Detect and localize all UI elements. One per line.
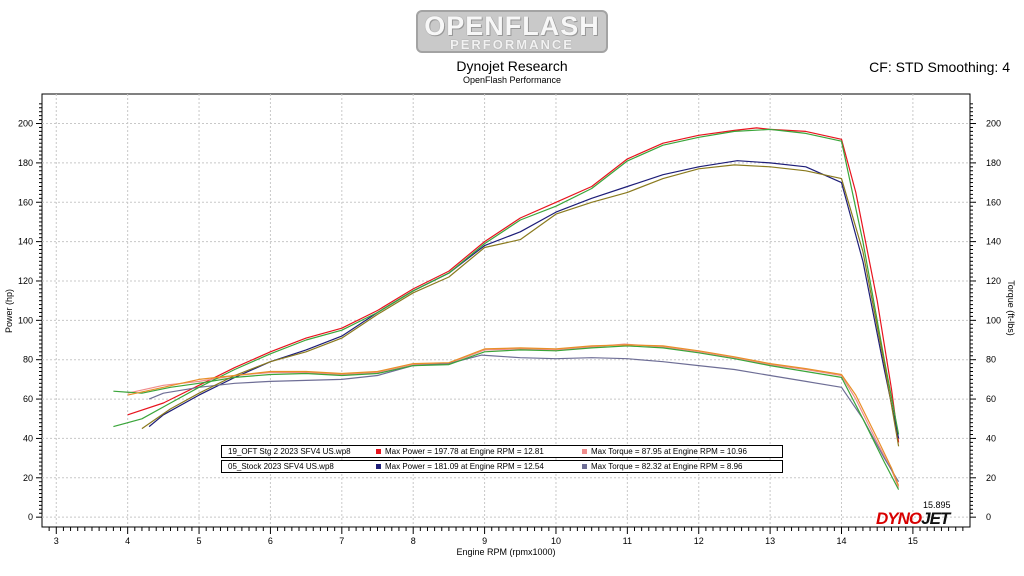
x-tick-labels: 3 4 5 6 7 8 9 10 11 12 13 14 15 [54, 536, 918, 546]
dynojet-logo-part2: JET [921, 509, 950, 528]
series-layer [113, 127, 900, 490]
logo-line-1: OPENFLASH [424, 11, 600, 41]
y-tick-label: 0 [28, 512, 33, 522]
series-line-extra-power [113, 128, 900, 435]
openflash-logo: OPENFLASH PERFORMANCE [416, 10, 608, 53]
x-tick-label: 10 [551, 536, 561, 546]
logo-line-2: PERFORMANCE [450, 37, 574, 52]
y-axis-label: Power (hp) [4, 289, 14, 333]
y2-tick-label: 80 [986, 355, 996, 365]
x-tick-label: 4 [125, 536, 130, 546]
y2-tick-label: 0 [986, 512, 991, 522]
x-tick-label: 8 [411, 536, 416, 546]
y2-tick-label: 200 [986, 119, 1001, 129]
x-tick-label: 7 [339, 536, 344, 546]
y-tick-label: 180 [18, 158, 33, 168]
y2-tick-label: 20 [986, 473, 996, 483]
x-tick-label: 3 [54, 536, 59, 546]
y-tick-label: 120 [18, 276, 33, 286]
x-tick-label: 12 [694, 536, 704, 546]
legend-torque-swatch-stock [582, 464, 587, 469]
x-tick-label: 11 [623, 536, 632, 546]
x-axis-ruler [36, 103, 976, 534]
y2-tick-label: 40 [986, 433, 996, 443]
y-tick-label: 40 [23, 433, 33, 443]
dynojet-logo: DYNOJET [876, 509, 950, 529]
chart-subtitle: OpenFlash Performance [462, 75, 562, 85]
x-tick-label: 14 [836, 536, 846, 546]
x-axis-label: Engine RPM (rpmx1000) [456, 547, 555, 557]
x-tick-label: 6 [268, 536, 273, 546]
x-tick-label: 13 [765, 536, 775, 546]
legend-power-swatch-stage2 [376, 449, 381, 454]
cursor-readout: 15.895 [923, 500, 951, 510]
legend-power-swatch-stock [376, 464, 381, 469]
legend-file-stage2: 19_OFT Stg 2 2023 SFV4 US.wp8 [228, 447, 351, 456]
y-tick-label: 60 [23, 394, 33, 404]
legend-power-text-stage2: Max Power = 197.78 at Engine RPM = 12.81 [385, 447, 544, 456]
correction-factor-label: CF: STD Smoothing: 4 [869, 59, 1010, 75]
legend-torque-text-stage2: Max Torque = 87.95 at Engine RPM = 10.96 [591, 447, 747, 456]
y2-axis-label: Torque (ft-lbs) [1006, 280, 1016, 336]
y-tick-label: 200 [18, 119, 33, 129]
x-tick-label: 15 [908, 536, 918, 546]
legend-row-stage2: 19_OFT Stg 2 2023 SFV4 US.wp8 Max Power … [221, 445, 783, 458]
y2-tick-label: 180 [986, 158, 1001, 168]
y2-tick-label: 60 [986, 394, 996, 404]
legend-file-stock: 05_Stock 2023 SFV4 US.wp8 [228, 462, 334, 471]
legend-torque-text-stock: Max Torque = 82.32 at Engine RPM = 8.96 [591, 462, 743, 471]
y-tick-label: 100 [18, 315, 33, 325]
y-tick-label: 20 [23, 473, 33, 483]
y2-tick-label: 100 [986, 315, 1001, 325]
series-line-extra-torque [113, 345, 900, 490]
x-tick-label: 5 [197, 536, 202, 546]
dynojet-logo-part1: DYNO [876, 509, 922, 528]
y2-tick-label: 140 [986, 237, 1001, 247]
legend-row-stock: 05_Stock 2023 SFV4 US.wp8 Max Power = 18… [221, 460, 783, 473]
x-tick-label: 9 [482, 536, 487, 546]
series-line-extra-torque [127, 344, 900, 486]
y-tick-label: 140 [18, 237, 33, 247]
legend-torque-swatch-stage2 [582, 449, 587, 454]
chart-title: Dynojet Research [456, 58, 568, 74]
series-line-extra-power [141, 164, 900, 447]
y2-tick-label: 120 [986, 276, 1001, 286]
y2-tick-label: 160 [986, 197, 1001, 207]
series-line-stock-torque [148, 354, 900, 483]
y-tick-label: 80 [23, 355, 33, 365]
series-line-stage2-power [127, 127, 900, 443]
legend-power-text-stock: Max Power = 181.09 at Engine RPM = 12.54 [385, 462, 544, 471]
y-tick-labels: 0 20 40 60 80 100 120 140 160 180 200 [18, 119, 33, 523]
y-tick-label: 160 [18, 197, 33, 207]
y2-tick-labels: 0 20 40 60 80 100 120 140 160 180 200 [986, 119, 1001, 523]
